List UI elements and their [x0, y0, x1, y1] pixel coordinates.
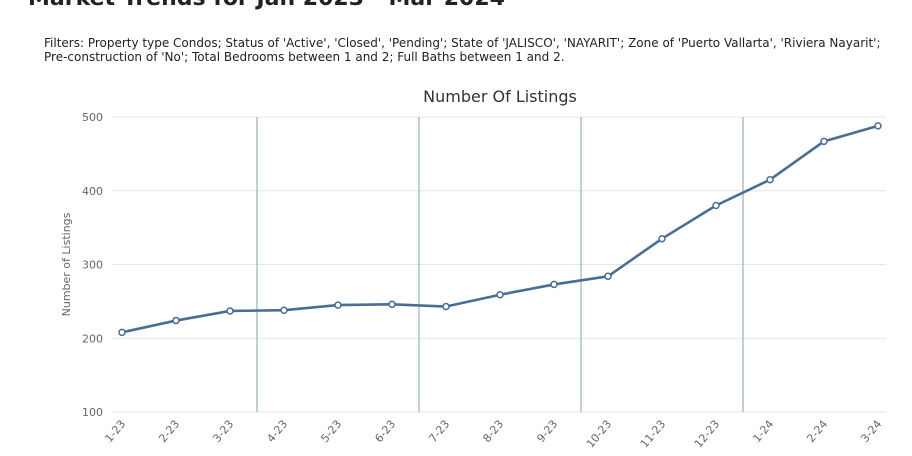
y-tick-label: 100: [82, 406, 103, 419]
data-point: [118, 328, 126, 337]
x-tick-label: 11-23: [638, 418, 669, 451]
x-tick-label: 4-23: [264, 418, 290, 445]
data-point: [658, 234, 666, 243]
x-tick-label: 7-23: [426, 418, 452, 445]
data-point: [334, 301, 342, 309]
data-point: [712, 201, 720, 210]
x-tick-label: 3-23: [210, 418, 236, 445]
x-tick-label: 8-23: [480, 418, 506, 445]
x-tick-label: 3-24: [858, 418, 884, 445]
x-tick-label: 1-23: [102, 418, 128, 445]
x-tick-label: 12-23: [692, 418, 723, 451]
x-tick-label: 1-24: [750, 418, 776, 445]
y-tick-label: 500: [82, 111, 103, 124]
chart-title: Number Of Listings: [423, 87, 577, 106]
y-axis-label: Number of Listings: [60, 212, 73, 316]
x-tick-label: 10-23: [584, 418, 615, 451]
data-point: [550, 280, 558, 289]
data-point: [874, 122, 882, 130]
x-tick-label: 6-23: [372, 418, 398, 445]
data-point: [820, 137, 828, 146]
x-tick-label: 2-23: [156, 418, 182, 445]
data-point: [442, 302, 450, 311]
y-tick-label: 200: [82, 332, 103, 345]
data-point: [604, 272, 612, 281]
data-point: [172, 316, 180, 325]
x-tick-label: 2-24: [804, 418, 830, 445]
data-point: [496, 290, 504, 299]
x-tick-label: 9-23: [534, 418, 560, 445]
data-point: [388, 300, 396, 309]
data-point: [280, 306, 288, 314]
filters-text: Filters: Property type Condos; Status of…: [44, 36, 881, 64]
y-tick-label: 400: [82, 185, 103, 198]
y-tick-label: 300: [82, 259, 103, 272]
data-point: [226, 307, 234, 315]
data-point: [766, 175, 774, 184]
x-tick-label: 5-23: [318, 418, 344, 445]
series-line: [121, 124, 879, 334]
page-title: Market Trends for Jan 2023 - Mar 2024: [28, 0, 505, 11]
